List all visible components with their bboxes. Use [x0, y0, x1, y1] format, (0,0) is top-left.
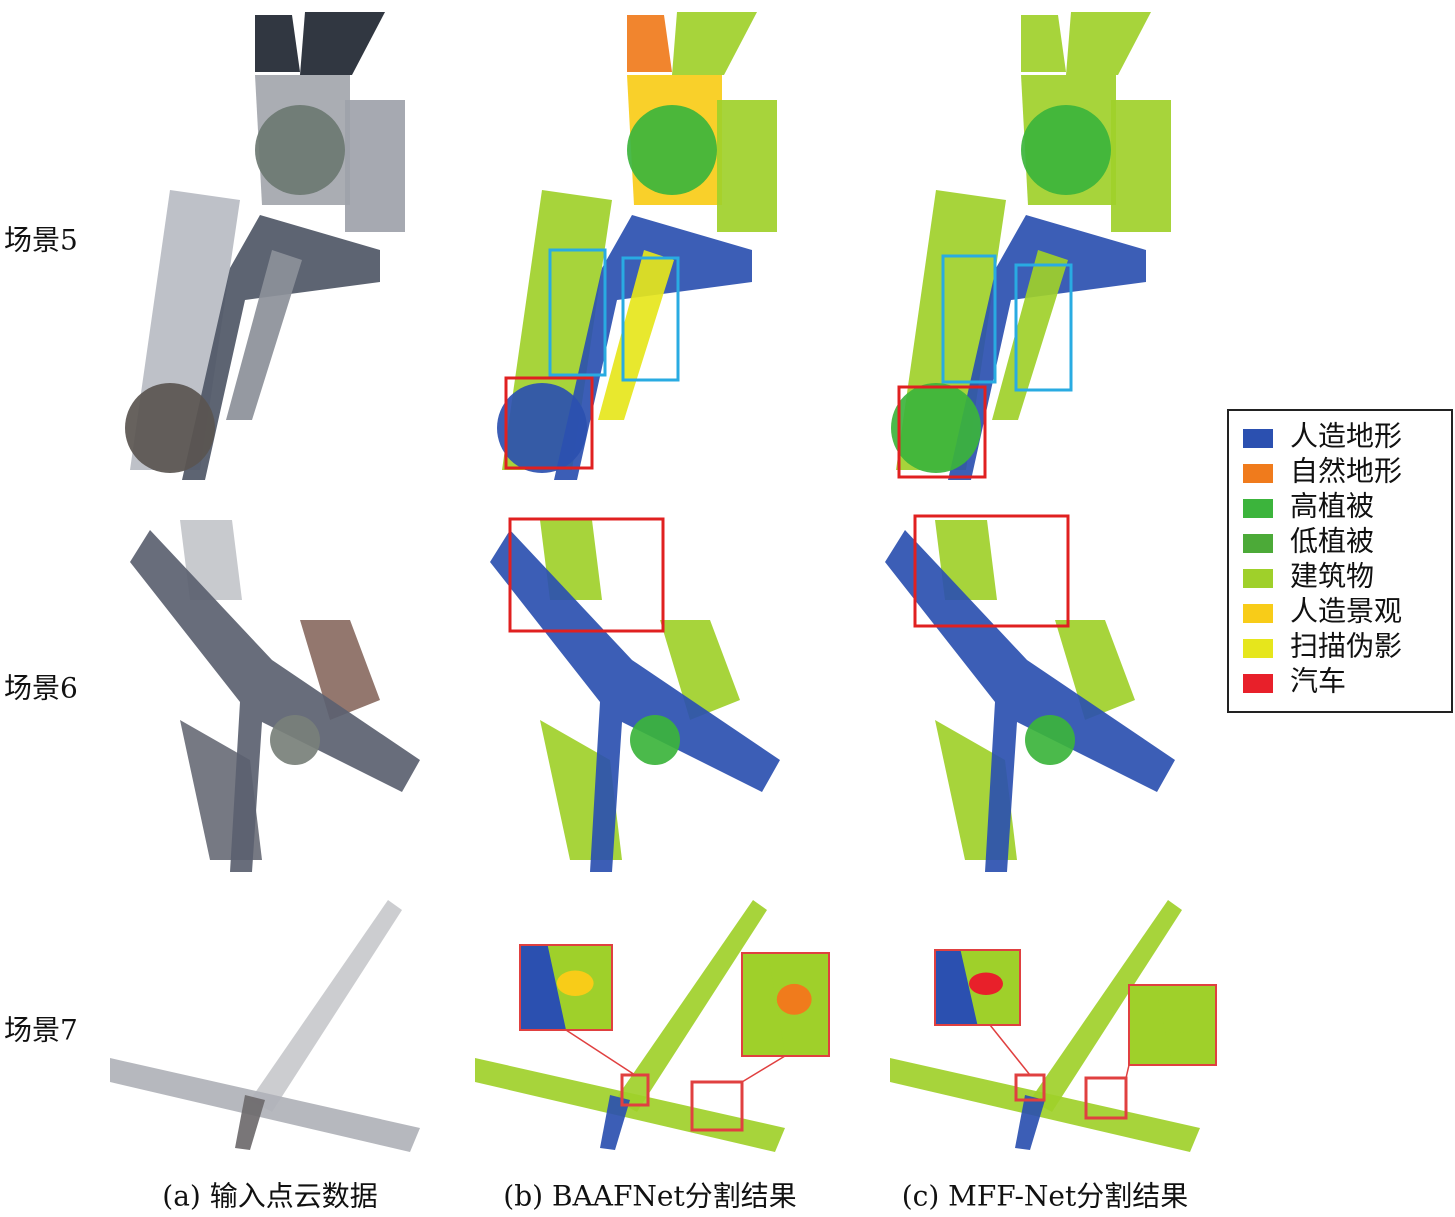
legend-label: 高植被 [1290, 490, 1374, 523]
highlight-box [508, 517, 665, 633]
legend-swatch [1243, 639, 1273, 658]
region [345, 100, 405, 232]
legend-label: 人造地形 [1290, 420, 1402, 453]
region [300, 620, 380, 720]
column-caption: (b) BAAFNet分割结果 [503, 1180, 796, 1213]
column-caption: (a) 输入点云数据 [162, 1180, 377, 1213]
region [885, 530, 1175, 872]
region [627, 105, 717, 195]
inset-frame [741, 952, 830, 1057]
region [1021, 15, 1066, 72]
legend-label: 建筑物 [1290, 560, 1374, 593]
highlight-box [548, 248, 607, 377]
highlight-box [1014, 263, 1073, 392]
inset-frame [934, 949, 1021, 1026]
point-cloud [885, 520, 1175, 872]
region [1015, 1095, 1045, 1150]
region [615, 900, 767, 1112]
region [948, 215, 1146, 480]
region [497, 383, 587, 473]
inset-region [520, 945, 566, 1030]
point-cloud [490, 520, 780, 872]
region [672, 12, 757, 75]
region [890, 1058, 1200, 1152]
inset-link [741, 1055, 786, 1083]
legend-swatch [1243, 604, 1273, 623]
legend-label: 人造景观 [1290, 595, 1402, 628]
region [235, 1095, 265, 1150]
highlight-box [913, 514, 1070, 628]
region [627, 15, 672, 72]
region [226, 250, 302, 420]
highlight-box [504, 376, 594, 470]
highlight-box [1084, 1076, 1128, 1120]
region [490, 530, 780, 872]
legend-swatch [1243, 464, 1273, 483]
region [125, 383, 215, 473]
region [250, 900, 402, 1112]
legend-label: 扫描伪影 [1290, 630, 1402, 663]
legend-swatch [1243, 534, 1273, 553]
column-caption: (c) MFF-Net分割结果 [902, 1180, 1188, 1213]
legend-label: 汽车 [1290, 665, 1346, 698]
inset-link [989, 1024, 1031, 1076]
highlight-box [941, 254, 997, 384]
panels [110, 12, 1217, 1152]
inset-frame [519, 944, 613, 1031]
region [130, 530, 420, 872]
region [1030, 900, 1182, 1112]
inset-region [1129, 985, 1173, 1065]
inset-object [969, 972, 1003, 995]
region [300, 12, 385, 75]
inset-object [556, 970, 594, 996]
region [891, 383, 981, 473]
region [1066, 12, 1151, 75]
region [182, 215, 380, 480]
region [598, 250, 674, 420]
region [1025, 715, 1075, 765]
region [1055, 620, 1135, 720]
region [110, 1058, 420, 1152]
highlight-box [621, 256, 680, 382]
row-label: 场景6 [4, 672, 78, 705]
region [600, 1095, 630, 1150]
region [255, 105, 345, 195]
legend-swatch [1243, 674, 1273, 693]
inset-link [565, 1029, 636, 1076]
row-label: 场景5 [4, 224, 78, 257]
point-cloud [110, 900, 420, 1152]
legend-swatch [1243, 569, 1273, 588]
point-cloud [890, 900, 1200, 1152]
region [992, 250, 1068, 420]
region [255, 15, 300, 72]
region [270, 715, 320, 765]
legend-swatch [1243, 429, 1273, 448]
row-label: 场景7 [4, 1014, 78, 1047]
highlight-box [897, 385, 987, 479]
point-cloud [497, 12, 777, 480]
legend-label: 低植被 [1290, 525, 1374, 558]
region [717, 100, 777, 232]
highlight-box [690, 1080, 744, 1132]
point-cloud [130, 520, 420, 872]
legend-swatch [1243, 499, 1273, 518]
region [630, 715, 680, 765]
inset-object [1163, 1009, 1199, 1033]
point-cloud [891, 12, 1171, 480]
region [1111, 100, 1171, 232]
region [1021, 105, 1111, 195]
inset-object [776, 983, 812, 1015]
inset-link [1125, 1064, 1130, 1079]
legend-label: 自然地形 [1290, 455, 1402, 488]
region [660, 620, 740, 720]
inset-region [935, 950, 978, 1025]
inset-region [742, 953, 786, 1056]
inset-frame [1128, 984, 1217, 1066]
legend-frame [1227, 409, 1453, 713]
point-cloud [125, 12, 405, 480]
